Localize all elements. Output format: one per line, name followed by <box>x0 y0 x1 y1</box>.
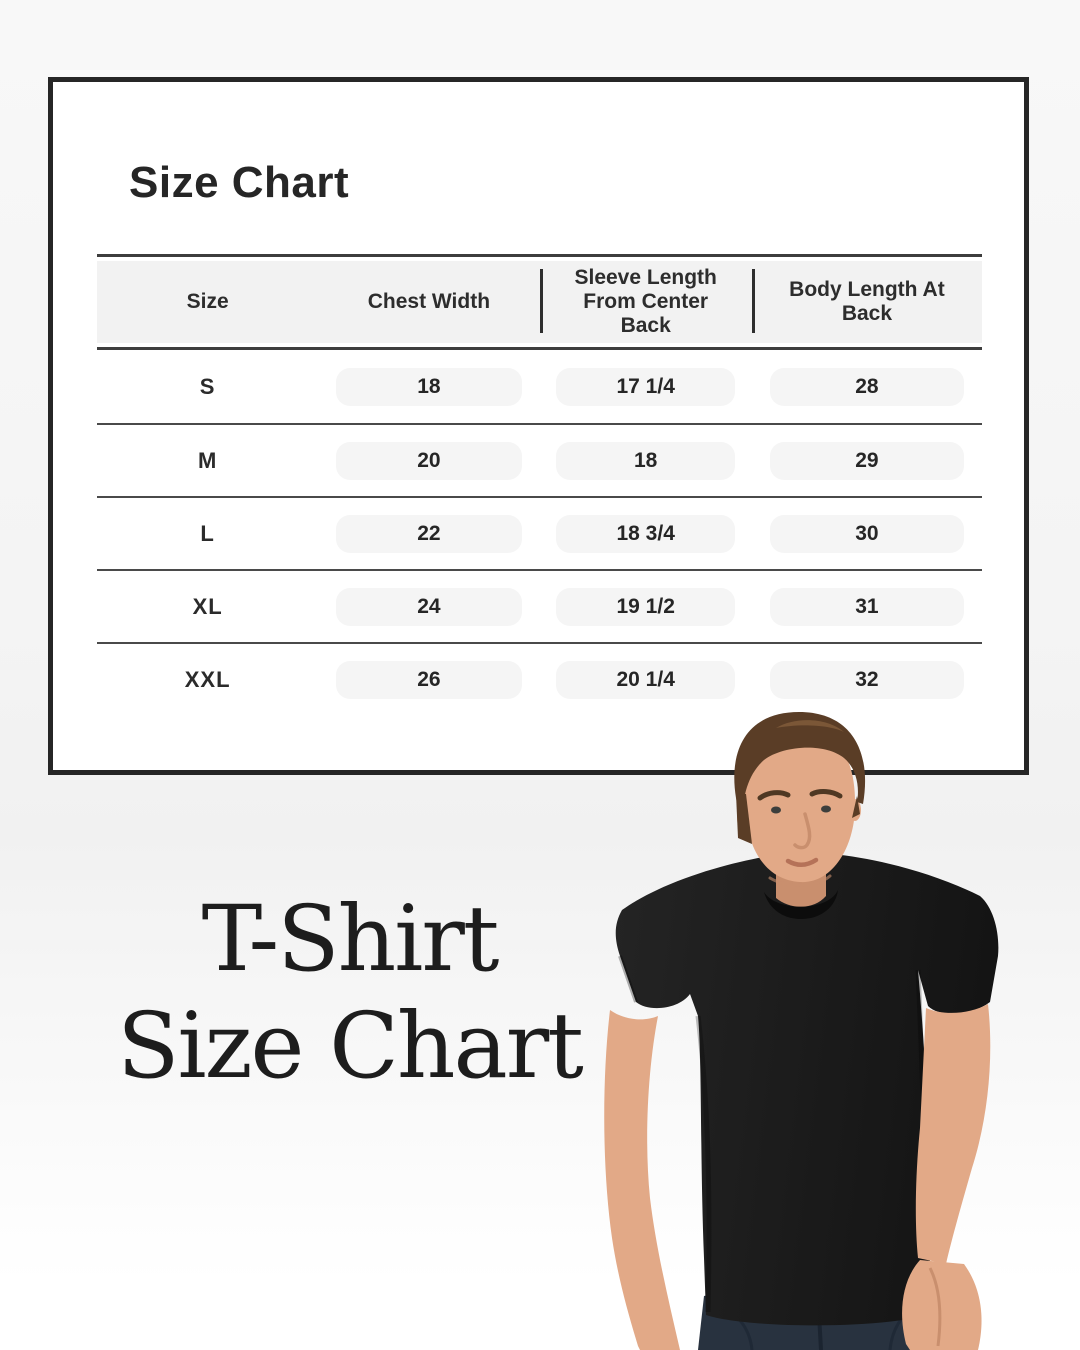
card-title: Size Chart <box>129 158 350 207</box>
size-label: S <box>199 373 216 399</box>
body-length-value: 30 <box>770 514 964 553</box>
table-row: L 22 18 3/4 30 <box>97 496 982 569</box>
body-length-value: 28 <box>770 367 964 406</box>
sleeve-length-value: 18 <box>556 441 735 480</box>
hair <box>734 712 866 844</box>
chest-width-value: 20 <box>335 441 522 480</box>
size-chart-card: Size Chart Size Chest Width Sleeve Lengt… <box>48 77 1029 775</box>
hero-line-1: T-Shirt <box>201 887 500 992</box>
size-label: XXL <box>184 666 231 692</box>
sleeve-length-value: 18 3/4 <box>556 514 735 553</box>
size-table: Size Chest Width Sleeve Length From Cent… <box>97 254 982 715</box>
right-forearm <box>902 1004 991 1350</box>
face-features <box>757 789 843 887</box>
size-label: L <box>200 520 215 546</box>
chest-width-value: 24 <box>335 587 522 626</box>
chest-width-value: 22 <box>335 514 522 553</box>
sleeve-length-value: 17 1/4 <box>556 367 735 406</box>
table-row: XL 24 19 1/2 31 <box>97 569 982 642</box>
chest-width-value: 18 <box>335 367 522 406</box>
model-photo <box>600 698 1080 1350</box>
black-tshirt <box>615 854 999 1326</box>
model-illustration <box>604 712 999 1350</box>
body-length-value: 29 <box>770 441 964 480</box>
table-row: S 18 17 1/4 28 <box>97 350 982 423</box>
table-row: XXL 26 20 1/4 32 <box>97 642 982 715</box>
header-size: Size <box>97 261 319 343</box>
header-body-length: Body Length At Back <box>751 261 982 343</box>
hero-heading: T-Shirt Size Chart <box>92 886 607 1101</box>
size-label: M <box>197 447 218 473</box>
sleeve-length-value: 20 1/4 <box>556 660 735 699</box>
table-row: M 20 18 29 <box>97 423 982 496</box>
body-length-value: 32 <box>770 660 964 699</box>
size-label: XL <box>192 593 223 619</box>
sleeve-length-value: 19 1/2 <box>556 587 735 626</box>
hero-line-2: Size Chart <box>117 994 584 1100</box>
body-length-value: 31 <box>770 587 964 626</box>
collar <box>764 890 838 919</box>
head <box>734 712 866 887</box>
table-header-row: Size Chest Width Sleeve Length From Cent… <box>97 254 982 350</box>
header-sleeve-length: Sleeve Length From Center Back <box>539 261 752 343</box>
chest-width-value: 26 <box>335 660 522 699</box>
header-chest-width: Chest Width <box>318 261 540 343</box>
left-forearm <box>604 1010 680 1350</box>
